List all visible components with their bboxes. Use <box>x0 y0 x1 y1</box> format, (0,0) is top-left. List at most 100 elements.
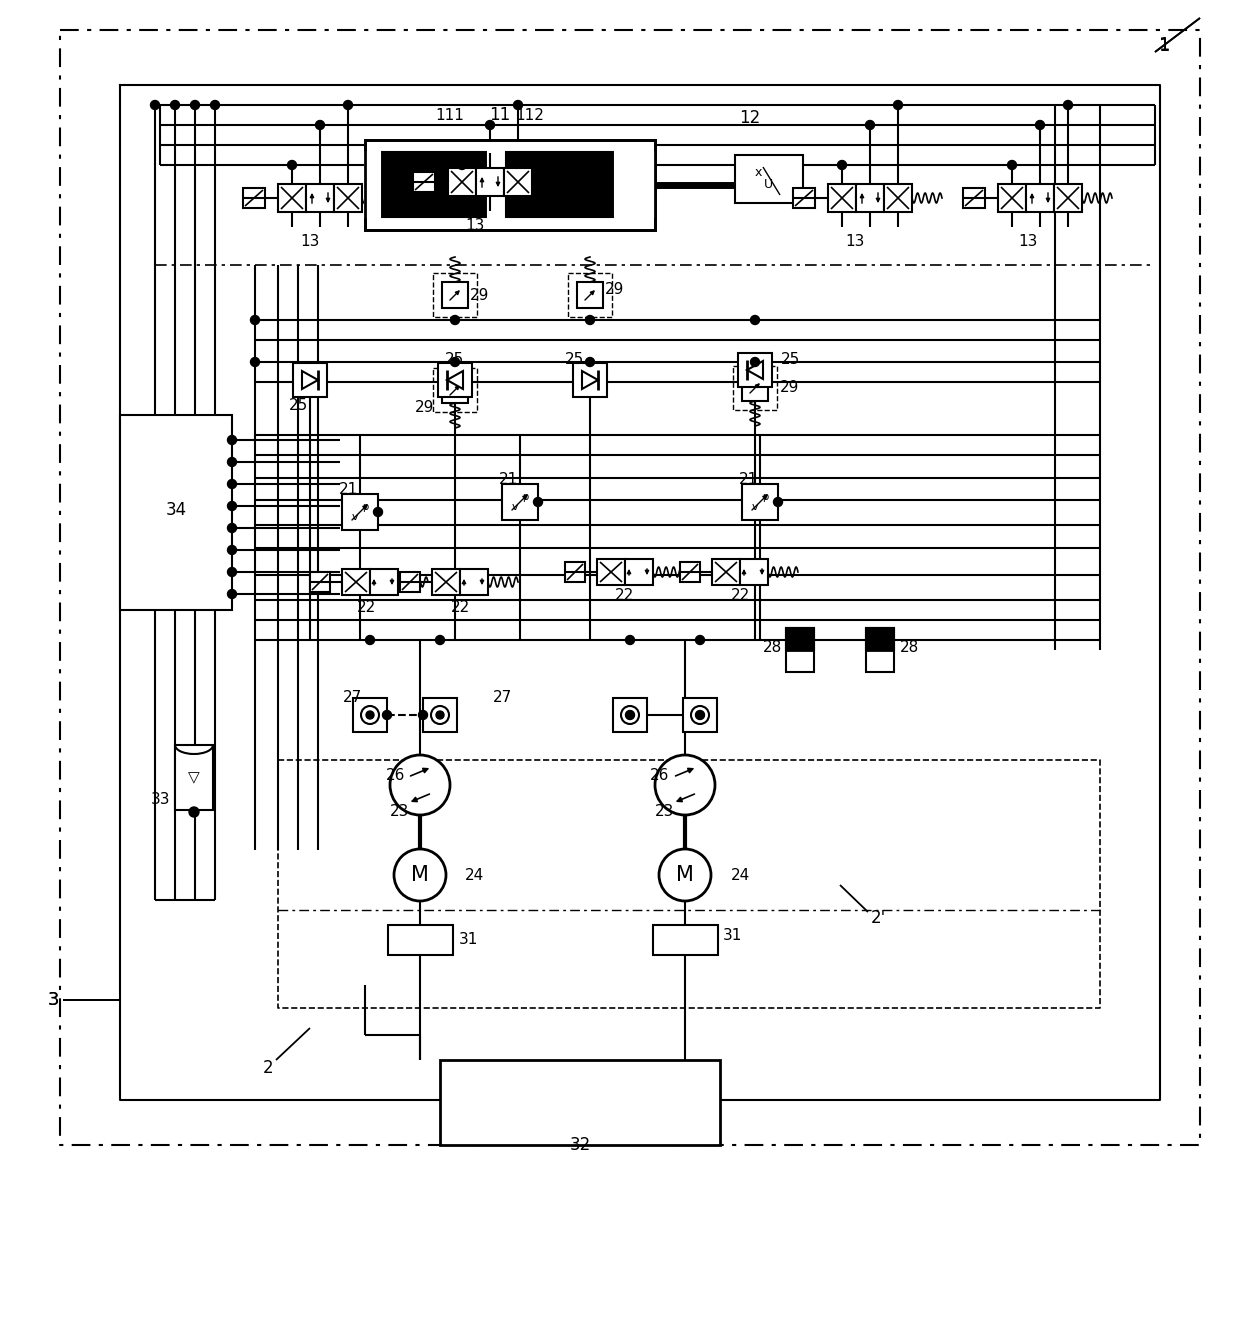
Circle shape <box>227 436 237 444</box>
Circle shape <box>696 710 704 719</box>
Circle shape <box>343 100 352 110</box>
Bar <box>353 698 387 731</box>
Text: 111: 111 <box>435 107 465 123</box>
Bar <box>615 152 655 217</box>
Circle shape <box>366 711 374 719</box>
Bar <box>683 698 717 731</box>
Bar <box>379 152 489 217</box>
Text: x: x <box>754 166 761 179</box>
Text: 25: 25 <box>289 397 308 413</box>
Bar <box>735 155 804 203</box>
Bar <box>742 374 768 401</box>
Circle shape <box>837 160 847 170</box>
Bar <box>596 559 625 586</box>
Bar <box>370 570 398 595</box>
Circle shape <box>227 501 237 511</box>
Text: p: p <box>522 492 528 501</box>
Bar <box>401 572 420 592</box>
Bar <box>856 185 884 213</box>
Text: 2: 2 <box>263 1059 273 1078</box>
Circle shape <box>227 480 237 488</box>
Circle shape <box>458 160 466 170</box>
Circle shape <box>227 457 237 467</box>
Bar <box>653 925 718 955</box>
Text: p: p <box>761 492 768 501</box>
Bar <box>293 364 327 397</box>
Circle shape <box>250 357 259 366</box>
Bar <box>433 273 477 317</box>
Text: 31: 31 <box>723 928 743 943</box>
Text: 27: 27 <box>342 690 362 706</box>
Text: 26: 26 <box>650 767 670 782</box>
Bar <box>502 484 538 520</box>
Circle shape <box>420 160 429 170</box>
Text: 1: 1 <box>1159 36 1171 53</box>
Text: 12: 12 <box>739 110 760 127</box>
Circle shape <box>171 100 180 110</box>
Text: 26: 26 <box>387 767 405 782</box>
Circle shape <box>227 545 237 555</box>
Text: 11: 11 <box>490 106 511 124</box>
Circle shape <box>625 635 635 644</box>
Text: v: v <box>751 501 759 512</box>
Bar <box>441 282 467 308</box>
Circle shape <box>450 316 460 325</box>
Circle shape <box>585 316 594 325</box>
Circle shape <box>432 706 449 725</box>
Bar <box>243 189 265 209</box>
Circle shape <box>382 710 392 719</box>
Circle shape <box>621 706 639 725</box>
Bar <box>998 185 1025 213</box>
Circle shape <box>288 160 296 170</box>
Bar <box>365 140 655 230</box>
Text: 21: 21 <box>738 472 758 488</box>
Text: 22: 22 <box>450 600 470 615</box>
Text: 29: 29 <box>415 401 435 416</box>
Text: 3: 3 <box>47 991 58 1009</box>
Bar <box>175 745 213 810</box>
Text: 27: 27 <box>492 690 512 706</box>
Text: 24: 24 <box>730 868 750 882</box>
Text: 13: 13 <box>1018 234 1038 250</box>
Circle shape <box>394 849 446 901</box>
Bar <box>503 168 532 197</box>
Text: M: M <box>412 865 429 885</box>
Text: 1: 1 <box>1159 37 1171 55</box>
Bar <box>794 189 815 209</box>
Bar <box>884 185 911 213</box>
Bar <box>568 273 613 317</box>
Bar <box>680 562 701 582</box>
Circle shape <box>696 635 704 644</box>
Bar <box>866 628 894 673</box>
Bar <box>828 185 856 213</box>
Circle shape <box>625 710 635 719</box>
Bar <box>388 925 453 955</box>
Bar <box>613 698 647 731</box>
Bar <box>476 168 503 197</box>
Bar <box>573 364 608 397</box>
Circle shape <box>250 316 259 325</box>
Text: 13: 13 <box>465 218 485 234</box>
Text: M: M <box>676 865 694 885</box>
Text: 33: 33 <box>150 793 170 808</box>
Bar <box>1054 185 1083 213</box>
Bar <box>786 628 813 650</box>
Text: 25: 25 <box>445 353 465 368</box>
Text: 28: 28 <box>900 640 919 655</box>
Bar <box>441 377 467 402</box>
Text: 13: 13 <box>846 234 864 250</box>
Bar <box>438 364 472 397</box>
Polygon shape <box>303 370 317 389</box>
Circle shape <box>150 100 160 110</box>
Circle shape <box>750 357 759 366</box>
Bar <box>577 282 603 308</box>
Circle shape <box>750 316 759 325</box>
Bar <box>460 570 489 595</box>
Text: 25: 25 <box>780 353 800 368</box>
Circle shape <box>1064 100 1073 110</box>
Circle shape <box>774 497 782 507</box>
Bar <box>625 559 653 586</box>
Text: 29: 29 <box>605 282 625 298</box>
Circle shape <box>658 849 711 901</box>
Bar <box>365 140 655 230</box>
